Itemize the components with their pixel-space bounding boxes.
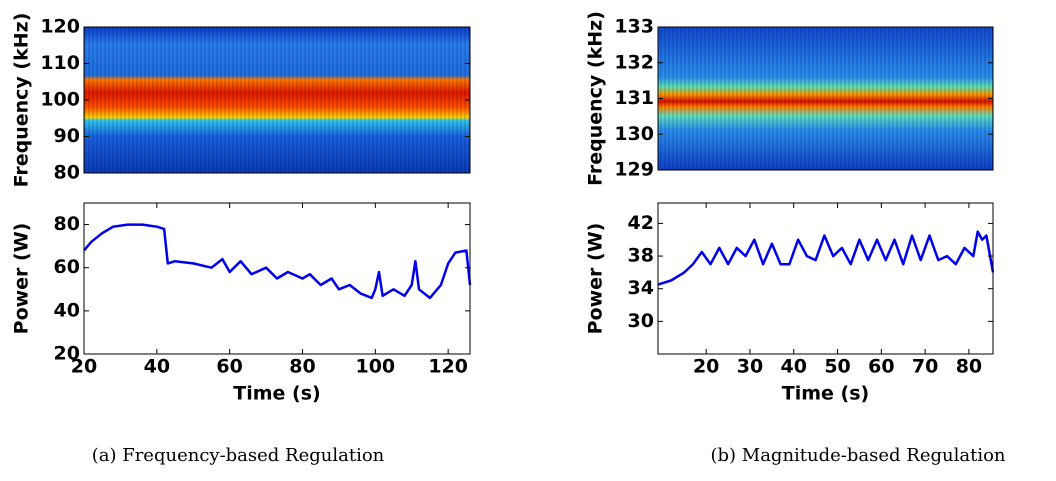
x-axis-label: Time (s) xyxy=(233,383,320,405)
y-tick-label: 100 xyxy=(40,89,80,111)
x-tick-label: 100 xyxy=(355,356,395,378)
x-tick-label: 80 xyxy=(956,356,982,378)
x-tick-label: 30 xyxy=(737,356,763,378)
x-tick-label: 60 xyxy=(868,356,894,378)
spectrogram-texture xyxy=(84,27,470,173)
caption: (a) Frequency-based Regulation xyxy=(92,445,385,466)
x-axis-label: Time (s) xyxy=(782,383,869,405)
y-tick-label: 80 xyxy=(54,213,80,235)
y-tick-label: 131 xyxy=(614,87,654,109)
y-tick-label: 42 xyxy=(628,212,654,234)
y-axis-label: Power (W) xyxy=(11,223,33,335)
x-tick-label: 80 xyxy=(289,356,315,378)
y-tick-label: 130 xyxy=(614,123,654,145)
y-tick-label: 60 xyxy=(54,256,80,278)
y-tick-label: 30 xyxy=(628,310,654,332)
line xyxy=(657,230,995,286)
x-tick-label: 40 xyxy=(144,356,170,378)
y-axis-label: Power (W) xyxy=(585,223,607,335)
plot-frame xyxy=(657,202,994,355)
y-tick-label: 132 xyxy=(614,51,654,73)
y-tick-label: 40 xyxy=(54,299,80,321)
y-tick-label: 20 xyxy=(54,343,80,365)
y-tick-label: 80 xyxy=(54,162,80,184)
y-tick-label: 133 xyxy=(614,16,654,38)
y-tick-label: 38 xyxy=(628,245,654,267)
y-tick-label: 34 xyxy=(628,277,654,299)
spectrogram-texture xyxy=(658,27,993,170)
x-tick-label: 120 xyxy=(428,356,468,378)
y-axis-label: Frequency (kHz) xyxy=(11,13,33,188)
x-tick-label: 60 xyxy=(216,356,242,378)
y-tick-label: 129 xyxy=(614,159,654,181)
caption: (b) Magnitude-based Regulation xyxy=(710,445,1005,466)
x-tick-label: 20 xyxy=(693,356,719,378)
x-tick-label: 20 xyxy=(71,356,97,378)
x-tick-label: 40 xyxy=(781,356,807,378)
y-tick-label: 110 xyxy=(40,52,80,74)
x-tick-label: 70 xyxy=(912,356,938,378)
plot-frame xyxy=(83,202,471,355)
y-axis-label: Frequency (kHz) xyxy=(585,11,607,186)
y-tick-label: 120 xyxy=(40,16,80,38)
x-tick-label: 50 xyxy=(824,356,850,378)
y-tick-label: 90 xyxy=(54,125,80,147)
line xyxy=(83,223,472,300)
